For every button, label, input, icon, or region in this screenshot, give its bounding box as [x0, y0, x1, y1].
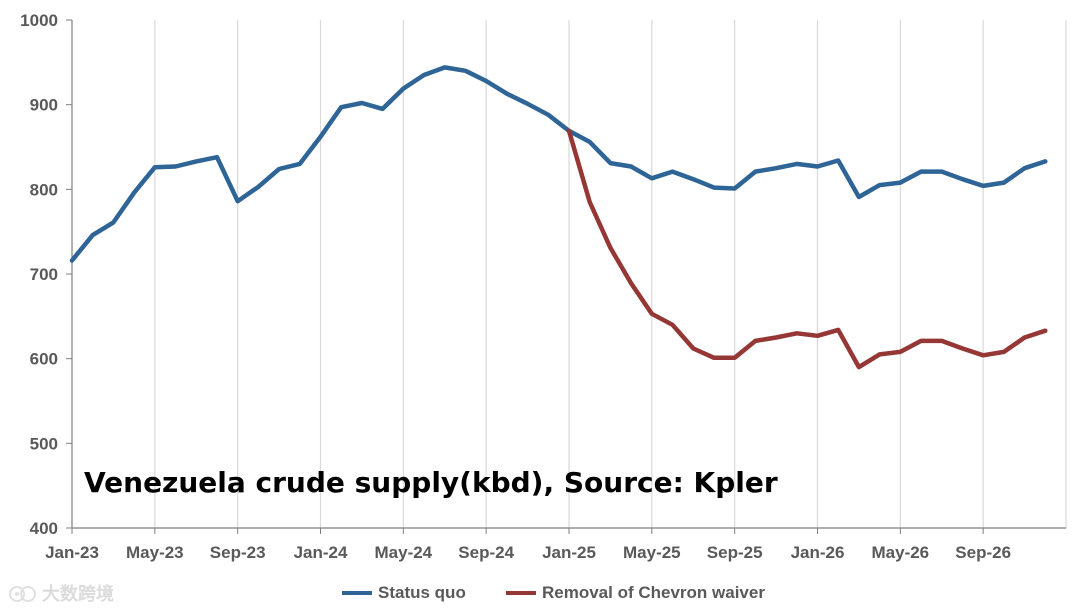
- chart-annotation: Venezuela crude supply(kbd), Source: Kpl…: [84, 466, 778, 499]
- legend-swatch-status-quo: [342, 591, 372, 595]
- chart-legend: Status quo Removal of Chevron waiver: [0, 582, 1080, 604]
- x-tick-label: Jan-26: [791, 543, 845, 562]
- y-tick-label: 400: [30, 519, 58, 538]
- watermark: 大数跨境: [8, 580, 114, 606]
- legend-label-status-quo: Status quo: [378, 583, 466, 602]
- x-tick-label: Sep-24: [458, 543, 514, 562]
- legend-item-status-quo: Status quo: [342, 582, 466, 604]
- x-tick-label: Jan-24: [294, 543, 348, 562]
- legend-item-removal: Removal of Chevron waiver: [506, 582, 765, 604]
- y-tick-label: 900: [30, 96, 58, 115]
- series-line-removal-of-chevron-waiver: [566, 128, 1048, 370]
- series-line-status-quo: [69, 65, 1048, 263]
- x-tick-label: Jan-25: [542, 543, 596, 562]
- x-tick-label: May-25: [623, 543, 681, 562]
- watermark-text: 大数跨境: [42, 584, 114, 605]
- x-tick-label: Sep-23: [210, 543, 266, 562]
- x-tick-label: Sep-25: [707, 543, 763, 562]
- y-tick-label: 700: [30, 265, 58, 284]
- y-tick-label: 800: [30, 180, 58, 199]
- y-tick-label: 1000: [20, 11, 58, 30]
- legend-swatch-removal: [506, 591, 536, 595]
- x-tick-label: May-26: [872, 543, 930, 562]
- x-tick-label: May-23: [126, 543, 184, 562]
- x-tick-label: Jan-23: [45, 543, 99, 562]
- watermark-logo-icon: [9, 586, 36, 602]
- x-tick-label: Sep-26: [955, 543, 1011, 562]
- y-tick-label: 500: [30, 434, 58, 453]
- x-tick-label: May-24: [375, 543, 433, 562]
- legend-label-removal: Removal of Chevron waiver: [542, 583, 765, 602]
- y-tick-label: 600: [30, 350, 58, 369]
